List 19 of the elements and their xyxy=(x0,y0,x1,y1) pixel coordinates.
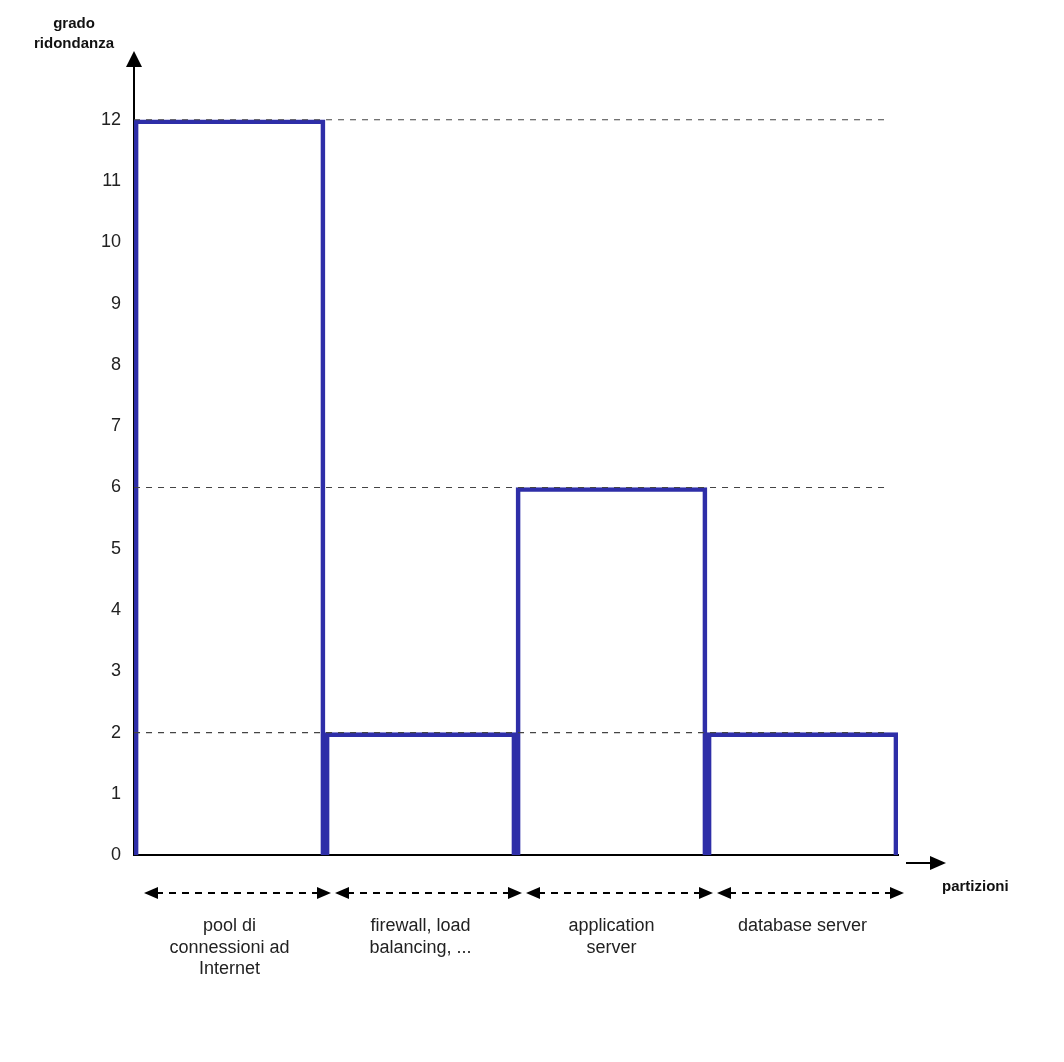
y-tick-label: 10 xyxy=(100,231,122,252)
y-tick-label: 4 xyxy=(111,599,122,620)
x-axis-title: partizioni xyxy=(942,877,1009,895)
y-tick-label: 0 xyxy=(111,844,122,865)
y-tick-label: 9 xyxy=(111,292,122,313)
x-tick-label: database server xyxy=(737,914,868,935)
y-tick-label: 7 xyxy=(111,415,122,436)
x-tick-label: firewall, load balancing, ... xyxy=(369,914,472,957)
y-axis-title: grado ridondanza xyxy=(34,14,115,51)
x-tick-label: pool di connessioni ad Internet xyxy=(169,914,290,979)
x-tick-label: application server xyxy=(568,914,655,957)
y-tick-label: 2 xyxy=(111,721,122,742)
y-tick-label: 5 xyxy=(111,537,122,558)
y-tick-label: 12 xyxy=(100,108,122,129)
y-tick-label: 3 xyxy=(111,660,122,681)
y-tick-label: 11 xyxy=(102,170,122,191)
y-tick-label: 1 xyxy=(111,782,122,803)
y-tick-label: 8 xyxy=(111,353,122,374)
y-tick-label: 6 xyxy=(111,476,122,497)
